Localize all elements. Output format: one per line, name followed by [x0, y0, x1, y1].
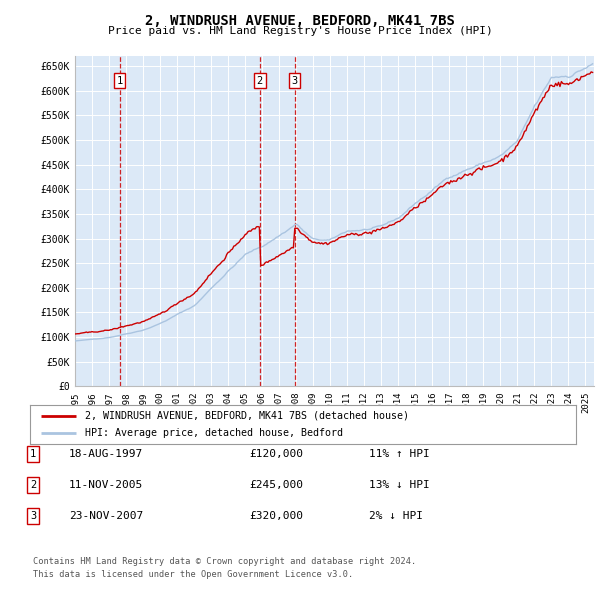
Text: £320,000: £320,000	[249, 511, 303, 520]
Text: £245,000: £245,000	[249, 480, 303, 490]
Text: 11-NOV-2005: 11-NOV-2005	[69, 480, 143, 490]
Text: 13% ↓ HPI: 13% ↓ HPI	[369, 480, 430, 490]
Text: Contains HM Land Registry data © Crown copyright and database right 2024.: Contains HM Land Registry data © Crown c…	[33, 558, 416, 566]
Text: 3: 3	[292, 76, 298, 86]
Text: HPI: Average price, detached house, Bedford: HPI: Average price, detached house, Bedf…	[85, 428, 343, 438]
Text: 1: 1	[30, 450, 36, 459]
Text: 18-AUG-1997: 18-AUG-1997	[69, 450, 143, 459]
Text: 2: 2	[257, 76, 263, 86]
Text: 1: 1	[116, 76, 123, 86]
Text: 23-NOV-2007: 23-NOV-2007	[69, 511, 143, 520]
Text: 2, WINDRUSH AVENUE, BEDFORD, MK41 7BS: 2, WINDRUSH AVENUE, BEDFORD, MK41 7BS	[145, 14, 455, 28]
Text: This data is licensed under the Open Government Licence v3.0.: This data is licensed under the Open Gov…	[33, 571, 353, 579]
Text: 2, WINDRUSH AVENUE, BEDFORD, MK41 7BS (detached house): 2, WINDRUSH AVENUE, BEDFORD, MK41 7BS (d…	[85, 411, 409, 421]
Text: 2: 2	[30, 480, 36, 490]
Text: £120,000: £120,000	[249, 450, 303, 459]
Text: 11% ↑ HPI: 11% ↑ HPI	[369, 450, 430, 459]
Text: Price paid vs. HM Land Registry's House Price Index (HPI): Price paid vs. HM Land Registry's House …	[107, 26, 493, 36]
Text: 3: 3	[30, 511, 36, 520]
Text: 2% ↓ HPI: 2% ↓ HPI	[369, 511, 423, 520]
